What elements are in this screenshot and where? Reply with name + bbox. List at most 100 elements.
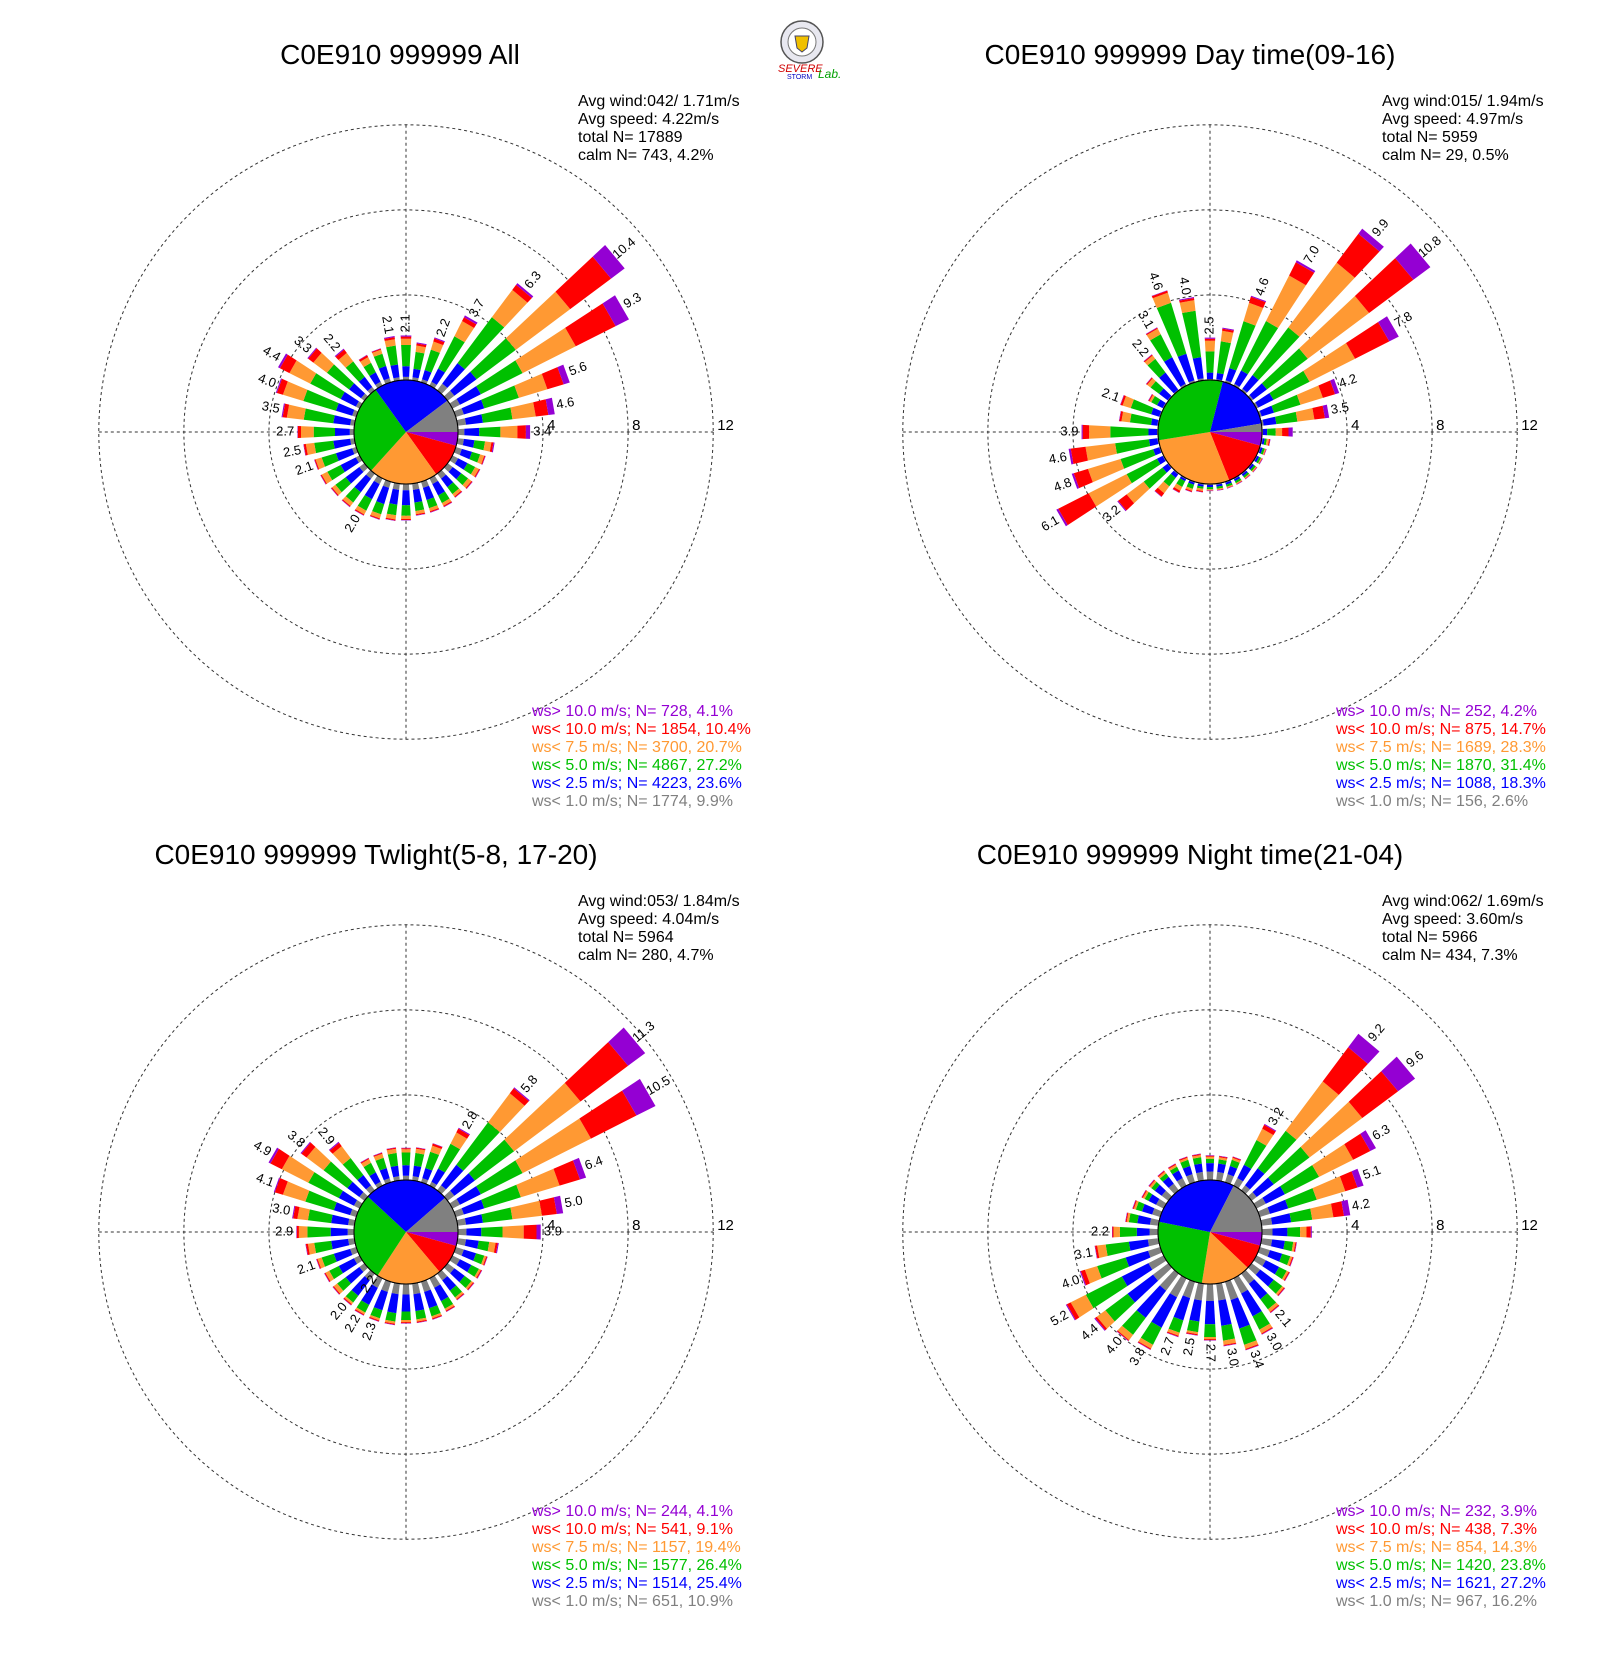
sector-bar-90: [466, 1228, 481, 1236]
sector-bar-280: [331, 1215, 349, 1225]
sector-bar-90: [481, 1227, 502, 1238]
sector-bar-10: [413, 369, 421, 379]
sector-bar-270: [1120, 1227, 1137, 1237]
sector-bar-90: [1263, 429, 1267, 435]
sector-bar-10: [1217, 341, 1231, 374]
sector-bar-180: [1204, 1337, 1216, 1339]
bar-value-label: 4.0: [1102, 1333, 1125, 1356]
sector-bar-200: [376, 486, 389, 505]
legend-entry: ws> 10.0 m/s; N= 252, 4.2%: [1335, 703, 1537, 720]
legend-entry: ws< 5.0 m/s; N= 1870, 31.4%: [1335, 757, 1546, 774]
sector-bar-200: [1183, 1280, 1195, 1298]
legend-entry: ws> 10.0 m/s; N= 232, 3.9%: [1335, 1503, 1537, 1520]
bar-value-label: 2.7: [1157, 1335, 1177, 1357]
sector-bar-170: [412, 1283, 420, 1295]
sector-bar-170: [1221, 1324, 1235, 1341]
sector-bar-180: [401, 505, 410, 516]
sector-bar-10: [413, 1166, 422, 1178]
sector-bar-160: [423, 486, 434, 500]
bar-value-label: 6.3: [521, 268, 544, 291]
sector-bar-0: [1206, 1163, 1214, 1172]
stats-line: Avg wind:053/ 1.84m/s: [578, 893, 740, 910]
sector-bar-90: [1307, 1226, 1311, 1237]
sector-bar-280: [1130, 414, 1152, 425]
sector-bar-190: [392, 1283, 400, 1295]
bar-value-label: 2.5: [282, 442, 302, 460]
sector-bar-170: [414, 501, 424, 511]
legend-entry: ws> 10.0 m/s; N= 728, 4.1%: [531, 703, 733, 720]
bar-value-label: 2.2: [321, 331, 344, 354]
sector-bar-270: [314, 427, 335, 437]
sector-bar-180: [403, 484, 410, 490]
sector-bar-180: [1207, 489, 1214, 490]
sector-bar-260: [1129, 1239, 1149, 1250]
sector-bar-180: [401, 1312, 411, 1321]
sector-bar-90: [1289, 427, 1293, 436]
sector-bar-350: [386, 346, 398, 366]
bar-value-label: 2.1: [379, 315, 397, 335]
sector-bar-190: [1187, 1320, 1199, 1332]
sector-bar-90: [1262, 1229, 1273, 1236]
legend-entry: ws< 5.0 m/s; N= 1577, 26.4%: [531, 1557, 742, 1574]
legend-entry: ws< 1.0 m/s; N= 156, 2.6%: [1335, 793, 1528, 810]
sector-bar-90: [1287, 1227, 1300, 1237]
sector-bar-0: [1205, 339, 1215, 341]
sector-bar-280: [1129, 1213, 1139, 1223]
bar-value-label: 6.4: [583, 1152, 605, 1172]
sector-bar-270: [1110, 426, 1148, 437]
sector-bar-250: [1148, 1247, 1162, 1258]
bar-value-label: 4.6: [1252, 275, 1272, 297]
sector-bar-270: [296, 1226, 297, 1238]
bar-value-label: 3.5: [261, 398, 281, 416]
logo-text-storm: STORM: [787, 74, 812, 81]
sector-bar-180: [403, 1284, 410, 1295]
sector-bar-290: [283, 1181, 309, 1201]
bar-value-label: 5.1: [1361, 1162, 1383, 1182]
sector-bar-270: [350, 429, 354, 435]
sector-bar-80: [533, 399, 548, 416]
legend-entry: ws< 7.5 m/s; N= 854, 14.3%: [1335, 1539, 1537, 1556]
sector-bar-200: [374, 1290, 388, 1311]
bar-value-label: 2.2: [433, 316, 453, 338]
bar-value-label: 2.7: [1204, 1344, 1219, 1362]
sector-bar-0: [401, 337, 412, 339]
sector-bar-180: [1204, 1324, 1216, 1337]
sector-bar-70: [1268, 1200, 1289, 1214]
sector-bar-80: [511, 402, 536, 419]
sector-bar-280: [287, 405, 306, 420]
sector-bar-100: [457, 1238, 467, 1246]
legend-entry: ws< 2.5 m/s; N= 1514, 25.4%: [531, 1575, 742, 1592]
bar-value-label: 2.8: [458, 1108, 480, 1131]
legend-entry: ws< 5.0 m/s; N= 4867, 27.2%: [531, 757, 742, 774]
bar-value-label: 3.4: [533, 423, 551, 438]
sector-bar-270: [1083, 425, 1089, 439]
ring-label: 12: [717, 417, 734, 434]
stats-line: total N= 5966: [1382, 929, 1478, 946]
bar-value-label: 3.7: [465, 296, 487, 319]
sector-bar-0: [402, 1153, 411, 1166]
ring-label: 8: [1436, 1217, 1444, 1234]
bar-value-label: 4.2: [1337, 371, 1359, 391]
sector-bar-0: [1207, 1172, 1214, 1181]
sector-bar-70: [1313, 1176, 1346, 1200]
panel-title: C0E910 999999 Twlight(5-8, 17-20): [154, 839, 597, 870]
sector-bar-90: [458, 429, 464, 436]
sector-bar-100: [1283, 1241, 1293, 1251]
sector-bar-80: [511, 1201, 543, 1220]
legend-entry: ws< 7.5 m/s; N= 3700, 20.7%: [531, 739, 742, 756]
sector-bar-260: [314, 1241, 332, 1253]
sector-bar-280: [297, 1207, 310, 1220]
bar-value-label: 9.9: [1369, 216, 1392, 239]
legend-entry: ws< 1.0 m/s; N= 651, 10.9%: [531, 1593, 733, 1610]
sector-bar-190: [387, 1293, 398, 1313]
sector-bar-350: [1196, 1172, 1204, 1182]
bar-value-label: 4.6: [1048, 449, 1068, 467]
bar-value-label: 10.5: [643, 1072, 672, 1098]
sector-bar-250: [336, 448, 354, 461]
sector-bar-0: [402, 1165, 409, 1176]
stats-line: calm N= 434, 7.3%: [1382, 947, 1518, 964]
sector-bar-190: [1189, 1299, 1201, 1321]
stats-line: Avg speed: 4.04m/s: [578, 911, 719, 928]
sector-bar-80: [457, 1218, 467, 1226]
